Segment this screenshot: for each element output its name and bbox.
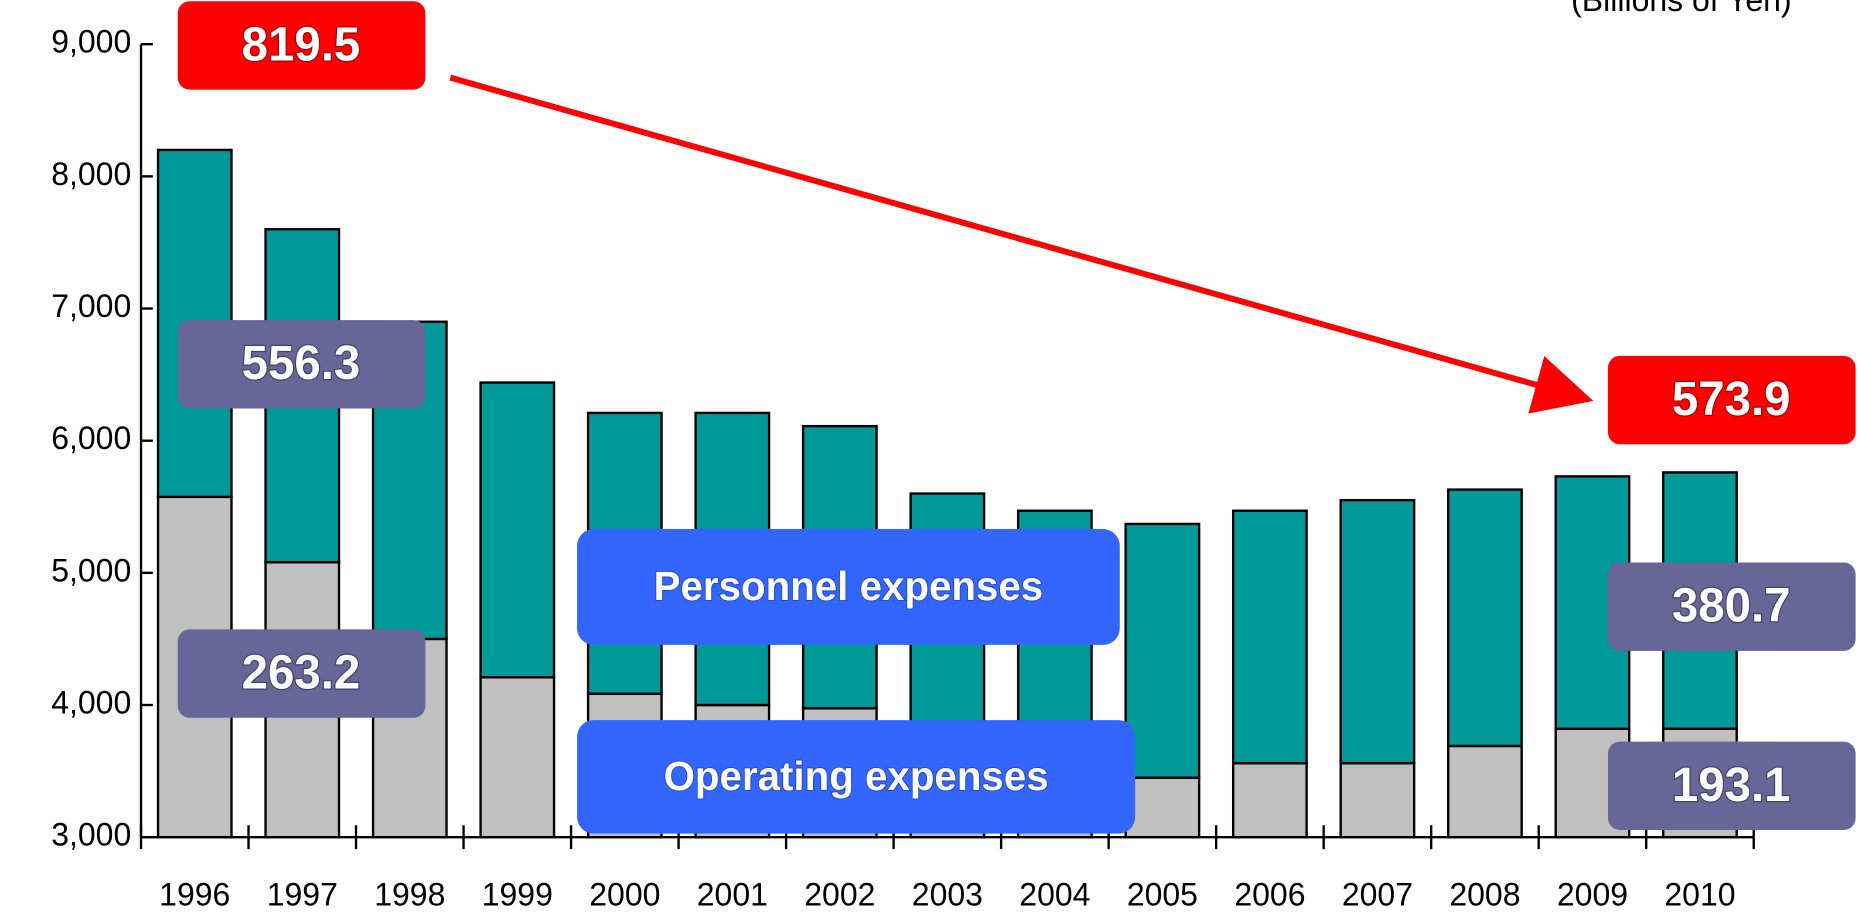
annotation: 573.9 <box>1672 373 1791 426</box>
x-tick-label: 1996 <box>159 876 230 912</box>
x-tick-label: 1997 <box>267 876 338 912</box>
bar-segment <box>1124 776 1201 839</box>
annotation-box <box>1607 562 1856 651</box>
annotation-box <box>177 320 426 409</box>
annotation: 193.1 <box>1672 759 1791 812</box>
bar-segment <box>1339 761 1416 839</box>
x-tick-label: 2004 <box>1019 876 1090 912</box>
x-tick-label: 1999 <box>482 876 553 912</box>
annotation-box <box>1607 741 1856 831</box>
y-tick-label: 4,000 <box>51 684 131 720</box>
bar-segment <box>479 676 556 839</box>
bar-segment <box>1231 509 1308 765</box>
x-tick-label: 2005 <box>1127 876 1198 912</box>
annotation-box <box>177 1 426 90</box>
bar-segment <box>1447 744 1523 839</box>
y-tick-label: 9,000 <box>51 24 131 60</box>
x-tick-label: 2008 <box>1449 876 1520 912</box>
legend-label: Operating expenses <box>664 753 1049 799</box>
legend-box <box>577 720 1136 834</box>
annotation-box <box>177 629 426 718</box>
annotation: 819.5 <box>242 18 361 71</box>
x-tick-label: 1998 <box>374 876 445 912</box>
y-tick-label: 5,000 <box>51 552 131 588</box>
annotation-box <box>1607 355 1856 445</box>
x-tick-label: 2007 <box>1342 876 1413 912</box>
legend-box <box>577 529 1120 645</box>
legend-label: Personnel expenses <box>654 563 1044 609</box>
annotation: 263.2 <box>242 646 361 699</box>
y-tick-label: 8,000 <box>51 156 131 192</box>
trend-arrow <box>449 74 1594 414</box>
x-tick-label: 2010 <box>1664 876 1735 912</box>
x-tick-label: 2001 <box>697 876 768 912</box>
unit-label: (Billions of Yen) <box>1571 0 1791 18</box>
y-tick-label: 7,000 <box>51 288 131 324</box>
annotation: 380.7 <box>1672 580 1791 633</box>
x-tick-label: 2002 <box>804 876 875 912</box>
bar-segment <box>1447 488 1523 748</box>
x-tick-label: 2006 <box>1234 876 1305 912</box>
bar-segment <box>479 381 556 679</box>
bar-segment <box>1124 522 1201 779</box>
x-tick-label: 2000 <box>589 876 660 912</box>
annotation: 556.3 <box>242 337 361 390</box>
y-tick-label: 3,000 <box>51 817 131 853</box>
bar-segment <box>1339 498 1416 765</box>
x-tick-label: 2003 <box>912 876 983 912</box>
y-tick-label: 6,000 <box>51 420 131 456</box>
x-tick-label: 2009 <box>1557 876 1628 912</box>
bar-segment <box>1231 761 1308 839</box>
